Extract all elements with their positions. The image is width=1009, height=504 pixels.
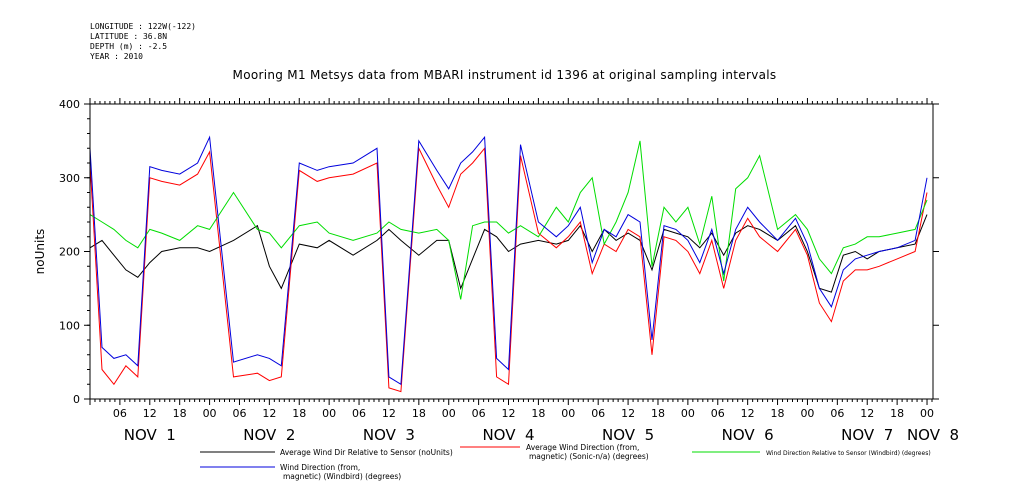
y-tick-label: 0 [73,393,80,406]
latitude-text: LATITUDE : 36.8N [90,32,168,41]
x-day-label: NOV 3 [363,426,415,444]
x-tick-label: 06 [591,407,605,420]
series-line-1 [89,214,928,293]
x-tick-label: 12 [741,407,755,420]
y-tick-label: 400 [59,98,80,111]
x-tick-label: 18 [292,407,306,420]
x-tick-label: 06 [711,407,725,420]
x-tick-label: 00 [203,407,217,420]
y-tick-label: 300 [59,172,80,185]
x-tick-label: 06 [113,407,127,420]
x-tick-label: 06 [830,407,844,420]
x-tick-label: 12 [860,407,874,420]
plot-frame [89,103,934,400]
metadata-block: LONGITUDE : 122W(-122) LATITUDE : 36.8N … [90,22,196,62]
legend-label: Average Wind Direction (from, [526,443,639,452]
x-tick-label: 18 [412,407,426,420]
legend-label: Wind Direction Relative to Sensor (Windb… [766,450,931,457]
y-axis-label: noUnits [33,229,47,275]
year-text: YEAR : 2010 [90,52,143,61]
series-line-2 [89,146,928,393]
chart-title: Mooring M1 Metsys data from MBARI instru… [232,68,777,82]
y-axis: 0 100 200 300 400 [59,98,939,406]
x-day-label: NOV 6 [722,426,774,444]
x-tick-label: 12 [143,407,157,420]
y-tick-label: 100 [59,319,80,332]
x-tick-label: 12 [502,407,516,420]
x-day-label: NOV 2 [243,426,295,444]
x-day-label: NOV 5 [602,426,654,444]
x-tick-label: 06 [352,407,366,420]
legend-label: magnetic) (Sonic-n/a) (degrees) [529,452,649,461]
series-line-4 [89,135,928,386]
legend-label: magnetic) (Windbird) (degrees) [283,472,401,481]
depth-text: DEPTH (m) : -2.5 [90,42,168,51]
x-tick-label: 06 [472,407,486,420]
x-axis: 06 12 18 00 06 12 18 00 06 12 18 00 06 12 18 00 06 12 18 00… [89,98,959,444]
x-tick-label: 18 [890,407,904,420]
x-tick-label: 12 [621,407,635,420]
y-tick-label: 200 [59,246,80,259]
series-line-3 [89,140,928,300]
x-tick-label: 18 [651,407,665,420]
x-tick-label: 00 [442,407,456,420]
x-day-label: NOV 4 [482,426,534,444]
x-day-label: NOV 7 [841,426,893,444]
x-tick-label: 18 [531,407,545,420]
legend: Average Wind Dir Relative to Sensor (noU… [200,443,931,481]
x-tick-label: 00 [681,407,695,420]
longitude-text: LONGITUDE : 122W(-122) [90,22,196,31]
legend-label: Wind Direction (from, [280,463,360,472]
x-tick-label: 12 [382,407,396,420]
legend-label: Average Wind Dir Relative to Sensor (noU… [280,448,453,457]
series-layer [89,135,928,393]
x-tick-label: 00 [322,407,336,420]
x-tick-label: 18 [173,407,187,420]
x-tick-label: 18 [771,407,785,420]
x-day-label: NOV 1 [124,426,176,444]
x-tick-label: 00 [561,407,575,420]
x-tick-label: 00 [800,407,814,420]
x-tick-label: 00 [920,407,934,420]
x-tick-label: 06 [232,407,246,420]
x-day-label: NOV 8 [907,426,959,444]
x-tick-label: 12 [262,407,276,420]
